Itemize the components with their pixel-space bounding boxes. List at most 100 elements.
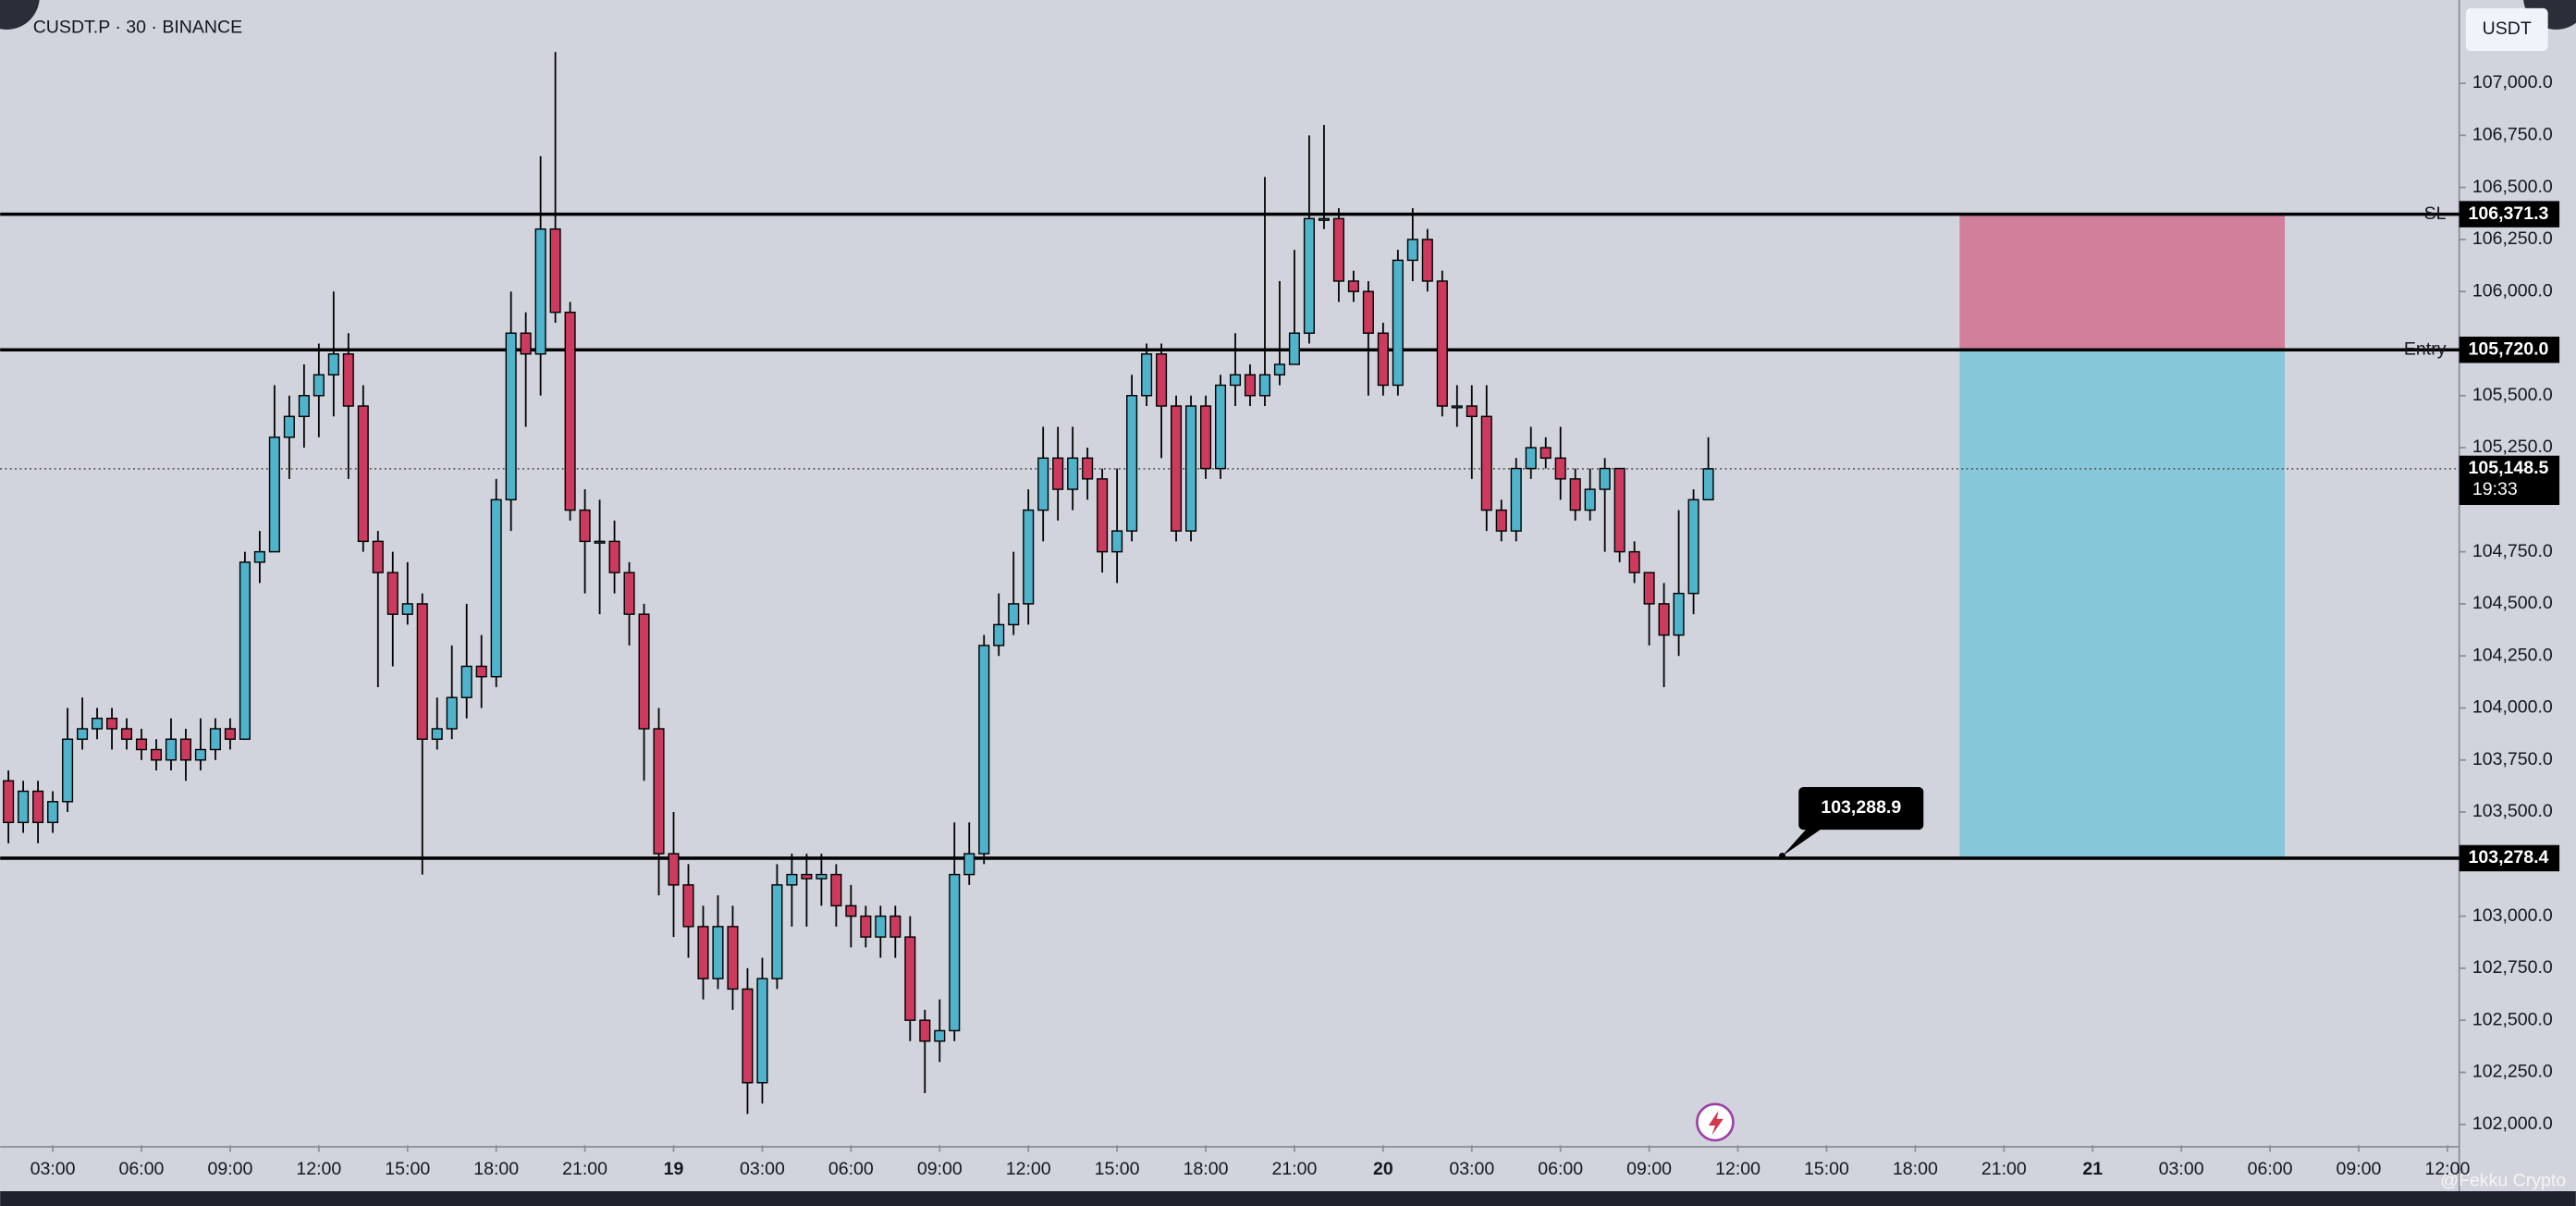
- candle-body: [446, 696, 458, 730]
- candle-body: [1451, 405, 1463, 409]
- candle-body: [653, 728, 665, 855]
- candle-body: [934, 1029, 946, 1042]
- collapse-button[interactable]: [0, 0, 40, 30]
- x-tick-label: 06:00: [828, 1159, 874, 1179]
- x-tick-label: 21:00: [562, 1159, 607, 1179]
- x-tick-label: 12:00: [2424, 1159, 2470, 1179]
- candle-body: [1244, 374, 1257, 397]
- candle-body: [1525, 447, 1537, 470]
- candle-body: [150, 748, 163, 761]
- candle-body: [1421, 239, 1433, 282]
- candle-body: [1687, 498, 1699, 595]
- candle-body: [1023, 509, 1035, 605]
- candle-body: [1436, 280, 1448, 407]
- candle-body: [105, 718, 118, 730]
- candle-body: [268, 437, 280, 553]
- y-tick-label: 103,500.0: [2472, 801, 2553, 821]
- x-tick-label: 18:00: [1184, 1159, 1229, 1179]
- x-tick-label: 06:00: [119, 1159, 165, 1179]
- candle-body: [579, 509, 591, 543]
- candle-body: [1332, 217, 1344, 282]
- x-tick-label: 18:00: [1893, 1159, 1938, 1179]
- candle-body: [1052, 457, 1064, 490]
- candle-body: [771, 884, 783, 979]
- candle-body: [1495, 509, 1507, 532]
- candle-body: [224, 728, 236, 740]
- lightning-glyph: [1708, 1110, 1723, 1136]
- candle-body: [1673, 592, 1685, 636]
- candle-body: [638, 613, 650, 730]
- candle-body: [179, 738, 192, 761]
- x-tick-label: 03:00: [31, 1159, 76, 1179]
- candle-body: [1702, 468, 1714, 501]
- last-price-label: 105,148.5: [2469, 458, 2549, 478]
- x-tick-label: 09:00: [207, 1159, 252, 1179]
- stop-zone: [1959, 214, 2286, 351]
- candle-body: [313, 374, 325, 397]
- candle-body: [1288, 332, 1300, 365]
- candle-body: [372, 540, 384, 573]
- y-tick-label: 102,500.0: [2472, 1009, 2553, 1029]
- target-zone: [1959, 350, 2286, 858]
- candle-body: [47, 801, 59, 824]
- x-tick-label: 12:00: [1715, 1159, 1760, 1179]
- candle-body: [1643, 572, 1655, 605]
- last-price-box: [2459, 455, 2560, 505]
- y-tick-label: 104,250.0: [2472, 645, 2553, 665]
- candle-body: [1406, 239, 1418, 262]
- candle-body: [92, 718, 104, 730]
- y-tick-label: 102,000.0: [2472, 1114, 2553, 1134]
- candle-body: [534, 228, 546, 355]
- y-tick-label: 102,250.0: [2472, 1062, 2553, 1082]
- x-tick-label: 15:00: [1804, 1159, 1849, 1179]
- y-tick-label: 106,500.0: [2472, 177, 2553, 197]
- callout-box: [1798, 786, 1924, 831]
- candle-body: [963, 853, 975, 876]
- watermark: @Fekku Crypto: [2440, 1171, 2566, 1191]
- candle-body: [505, 332, 517, 501]
- level-label-box: [2459, 844, 2560, 872]
- candle-body: [431, 728, 443, 740]
- candle-body: [1185, 405, 1197, 532]
- candle-body: [1480, 415, 1492, 511]
- candle-body: [1171, 405, 1183, 532]
- y-tick-label: 105,250.0: [2472, 437, 2553, 457]
- level-label: 103,278.4: [2469, 847, 2549, 868]
- candle-body: [165, 738, 178, 761]
- level-label-box: [2459, 337, 2560, 363]
- x-tick-label: 20: [1373, 1159, 1393, 1179]
- candle-body: [594, 540, 606, 544]
- y-tick-label: 106,250.0: [2472, 228, 2553, 249]
- x-tick-label: 03:00: [2159, 1159, 2204, 1179]
- x-tick-label: 09:00: [2337, 1159, 2382, 1179]
- y-tick-label: 106,750.0: [2472, 124, 2553, 144]
- candle-body: [1658, 603, 1670, 636]
- candle-body: [830, 873, 842, 907]
- candle-body: [1362, 290, 1374, 334]
- x-tick-label: 06:00: [1538, 1159, 1583, 1179]
- y-tick-label: 104,750.0: [2472, 541, 2553, 561]
- currency-button[interactable]: [2465, 7, 2548, 52]
- x-tick-label: 18:00: [473, 1159, 519, 1179]
- candle-body: [475, 665, 487, 678]
- x-tick-label: 21:00: [1272, 1159, 1318, 1179]
- candle-body: [801, 873, 813, 880]
- candle-body: [342, 353, 354, 407]
- x-tick-label: 21:00: [1981, 1159, 2027, 1179]
- candle-body: [786, 873, 798, 886]
- x-tick-label: 19: [664, 1159, 684, 1179]
- candle-body: [490, 498, 502, 678]
- candle-body: [668, 853, 680, 886]
- y-tick-label: 103,750.0: [2472, 749, 2553, 769]
- x-tick-label: 21: [2082, 1159, 2103, 1179]
- candle-body: [712, 926, 724, 979]
- candle-body: [18, 790, 30, 824]
- candle-body: [1111, 530, 1123, 553]
- candle-body: [1229, 374, 1242, 387]
- y-tick-label: 105,500.0: [2472, 385, 2553, 405]
- candle-body: [1510, 467, 1522, 532]
- level-name: Entry: [2404, 338, 2447, 359]
- candle-body: [623, 572, 635, 615]
